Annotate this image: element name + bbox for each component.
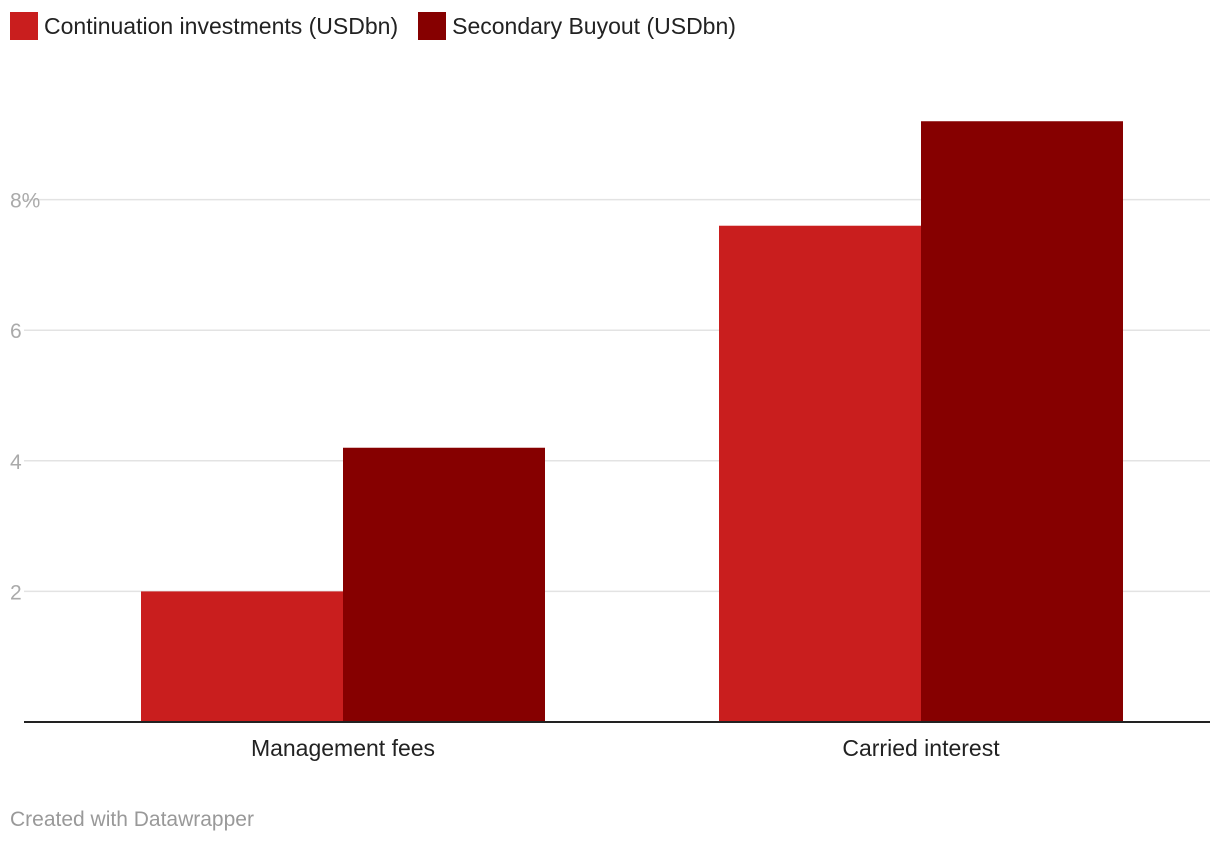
- legend-item-continuation: Continuation investments (USDbn): [10, 12, 398, 40]
- y-tick-label-4: 4: [10, 451, 22, 474]
- x-category-label-0: Management fees: [251, 735, 435, 761]
- bar-layer: [141, 121, 1123, 723]
- legend-swatch-continuation: [10, 12, 38, 40]
- legend-label-continuation: Continuation investments (USDbn): [44, 12, 399, 39]
- y-tick-label-6: 6: [10, 320, 22, 343]
- bar-management-fees-series-1: [343, 447, 545, 722]
- legend: Continuation investments (USDbn) Seconda…: [10, 12, 736, 40]
- y-tick-label-2: 2: [10, 581, 22, 604]
- footer-credit: Created with Datawrapper: [10, 808, 254, 831]
- bar-carried-interest-series-0: [719, 225, 921, 722]
- legend-swatch-secondary-buyout: [418, 12, 447, 40]
- bar-management-fees-series-0: [141, 591, 343, 722]
- label-layer: Management fees Carried interest: [251, 735, 1000, 761]
- legend-item-secondary-buyout: Secondary Buyout (USDbn): [418, 12, 736, 40]
- y-tick-label-8: 8%: [10, 190, 40, 213]
- legend-label-secondary-buyout: Secondary Buyout (USDbn): [452, 12, 736, 39]
- x-category-label-1: Carried interest: [842, 735, 1000, 761]
- bar-carried-interest-series-1: [921, 121, 1123, 723]
